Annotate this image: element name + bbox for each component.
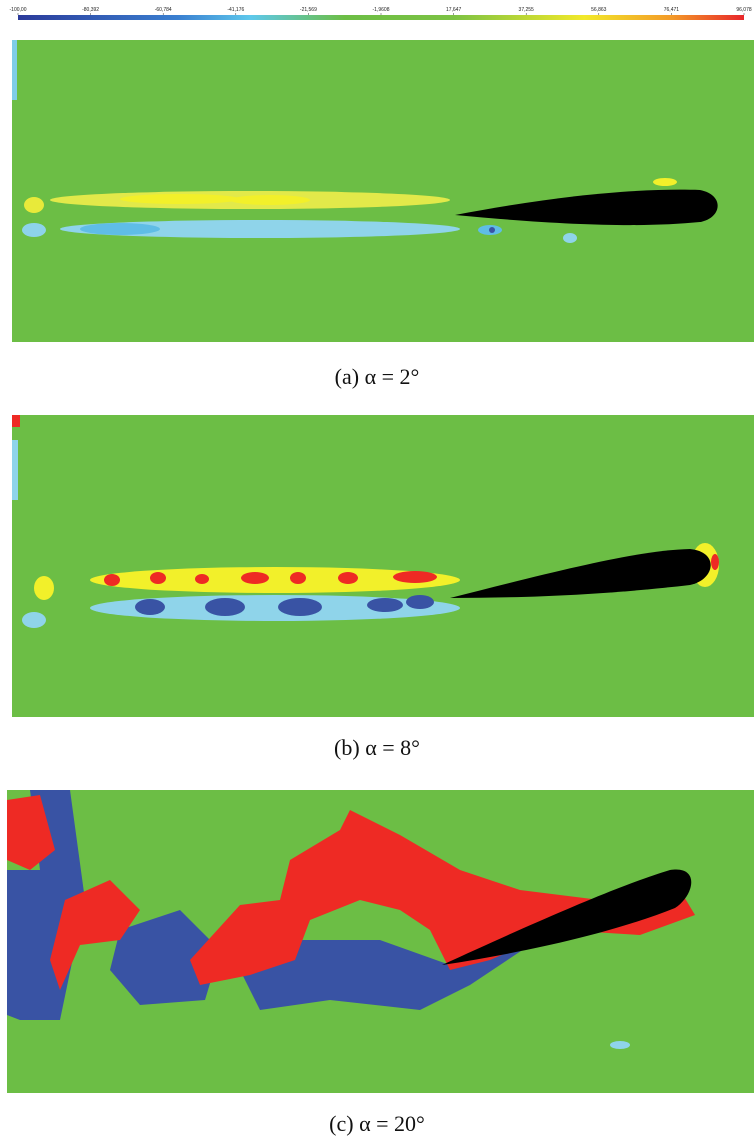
field-region [22, 612, 46, 628]
field-region [150, 572, 166, 584]
field-region [60, 220, 460, 238]
colorbar-tick-label: -80,392 [82, 7, 99, 13]
field-region [135, 599, 165, 615]
field-region [12, 440, 18, 500]
field-region [80, 223, 160, 235]
field-region [711, 554, 719, 570]
field-region [12, 415, 20, 427]
field-region [24, 197, 44, 213]
panel-b [12, 415, 754, 717]
colorbar-tick-label: -21,569 [300, 7, 317, 13]
colorbar-tick-label: -60,784 [155, 7, 172, 13]
field-region [7, 795, 55, 870]
field-region [205, 598, 245, 616]
field-region [235, 925, 560, 1010]
airfoil [455, 189, 718, 226]
field-region [278, 598, 322, 616]
panel-a [12, 40, 754, 342]
field-region [393, 571, 437, 583]
field-region [230, 195, 310, 205]
field-region [489, 227, 495, 233]
field-region [90, 595, 460, 621]
field-region [241, 572, 269, 584]
colorbar-tick-label: 76,471 [664, 7, 680, 13]
field-region [22, 223, 46, 237]
colorbar-tick-label: 17,647 [446, 7, 462, 13]
field-region [195, 574, 209, 584]
field-region [290, 572, 306, 584]
field-region [110, 910, 220, 1005]
field-region [563, 233, 577, 243]
field-region [367, 598, 403, 612]
field-region [34, 576, 54, 600]
field-region [406, 595, 434, 609]
colorbar-tick-label: -100,00 [10, 7, 27, 13]
field-region [610, 1041, 630, 1049]
field-region [12, 40, 754, 342]
colorbar-tick-label: 96,078 [736, 7, 752, 13]
colorbar [18, 15, 744, 20]
field-region [120, 194, 240, 204]
colorbar-tick-label: 56,863 [591, 7, 607, 13]
colorbar-tick-label: 37,255 [519, 7, 535, 13]
colorbar-tick-label: -1,9608 [373, 7, 390, 13]
field-region [104, 574, 120, 586]
caption: (b) α = 8° [334, 735, 420, 760]
airfoil [450, 549, 711, 598]
caption: (c) α = 20° [329, 1111, 425, 1136]
field-region [50, 880, 140, 990]
caption: (a) α = 2° [335, 364, 420, 389]
field-region [338, 572, 358, 584]
field-region [12, 40, 17, 100]
field-region [190, 810, 695, 985]
colorbar-tick-label: -41,176 [227, 7, 244, 13]
panel-c [7, 790, 754, 1093]
field-region [653, 178, 677, 186]
airfoil [442, 869, 692, 965]
field-region [90, 567, 460, 593]
